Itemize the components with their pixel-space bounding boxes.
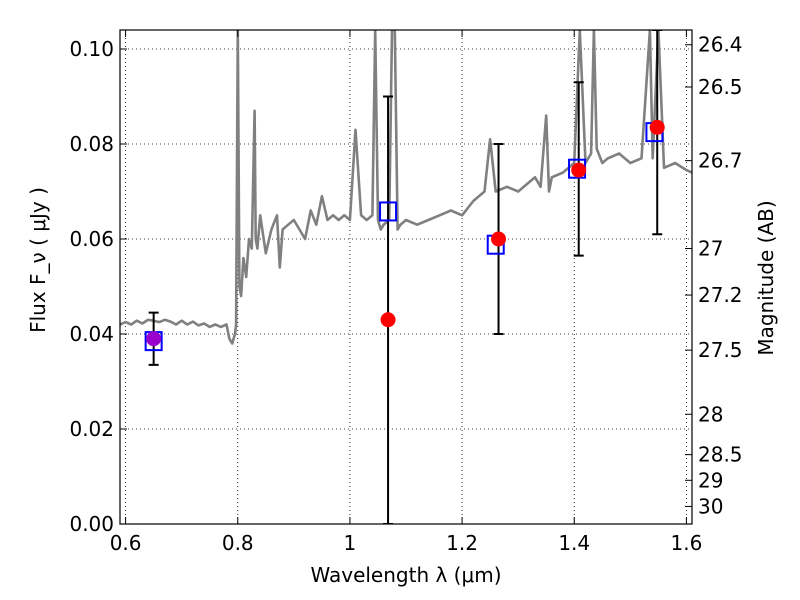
y-tick-label: 0.00 [69,512,114,536]
y-axis-label: Flux F_ν ( μJy ) [26,187,50,333]
spectrum-line [120,30,692,345]
x-axis-label: Wavelength λ (μm) [310,563,501,587]
observed-flux-point [649,119,665,135]
x-tick-label: 1.2 [446,531,478,555]
y-tick-label: 0.06 [69,227,114,251]
x-tick-label: 1.4 [558,531,590,555]
plot-frame [119,29,693,525]
x-tick-label: 0.8 [222,531,254,555]
y-tick-label: 0.10 [69,37,114,61]
right-tick-label: 30 [698,494,723,518]
x-tick-label: 1 [344,531,357,555]
observed-flux-point [146,331,162,347]
observed-flux-point [491,231,507,247]
right-tick-label: 28.5 [698,443,743,467]
y-tick-label: 0.08 [69,132,114,156]
observed-flux-point [571,162,587,178]
right-tick-label: 26.7 [698,149,743,173]
observed-flux-point [380,312,396,328]
axis-ticks: 0.6 0.8 1 1.2 1.4 1.6 0.00 0.02 0.04 0.06 0.08 0.10… [69,30,743,555]
right-axis-label: Magnitude (AB) [754,200,778,355]
plot-series [120,30,692,524]
right-tick-label: 27 [698,237,723,261]
right-tick-label: 26.4 [698,33,743,57]
x-tick-label: 0.6 [110,531,142,555]
grid-lines [120,30,692,525]
right-tick-label: 27.2 [698,283,743,307]
x-tick-label: 1.6 [670,531,702,555]
y-tick-label: 0.04 [69,322,114,346]
right-tick-label: 26.5 [698,75,743,99]
y-tick-label: 0.02 [69,417,114,441]
model-square-marker [379,201,398,222]
right-tick-label: 29 [698,468,723,492]
right-tick-label: 27.5 [698,338,743,362]
right-tick-label: 28 [698,402,723,426]
